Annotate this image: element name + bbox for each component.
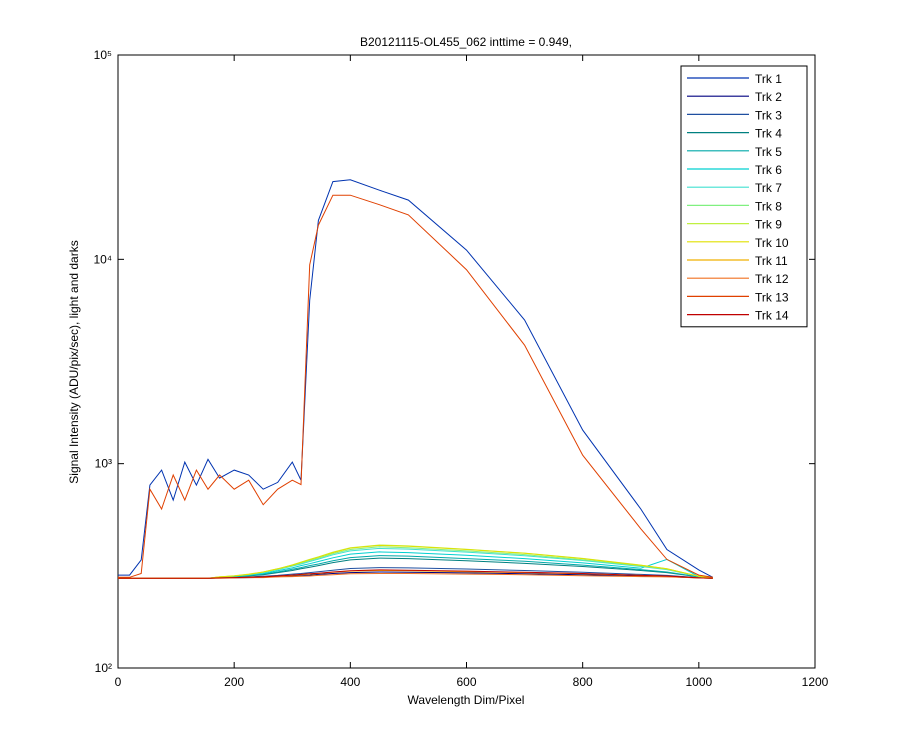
legend-label: Trk 5: [755, 145, 782, 159]
legend-label: Trk 6: [755, 163, 782, 177]
x-tick-label: 1200: [802, 675, 829, 689]
legend-label: Trk 1: [755, 72, 782, 86]
series-line: [118, 179, 714, 578]
series-line: [118, 194, 713, 578]
legend-box: [680, 65, 808, 328]
y-tick-label: 10³: [95, 457, 112, 471]
x-axis-label: Wavelength Dim/Pixel: [408, 693, 525, 707]
legend-label: Trk 10: [755, 236, 789, 250]
x-tick-label: 1000: [685, 675, 712, 689]
legend-label: Trk 7: [755, 181, 782, 195]
legend: Trk 1 Trk 2 Trk 3 Trk 4 Trk 5 Trk 6 Trk 7 Trk 8…: [680, 65, 808, 328]
legend-label: Trk 11: [755, 254, 788, 268]
y-tick-label: 10²: [95, 661, 112, 675]
x-tick-label: 800: [573, 675, 593, 689]
legend-label: Trk 12: [755, 272, 789, 286]
x-tick-label: 600: [456, 675, 476, 689]
x-tick-label: 200: [224, 675, 244, 689]
legend-label: Trk 3: [755, 108, 782, 122]
legend-label: Trk 13: [755, 290, 789, 304]
legend-label: Trk 2: [755, 90, 782, 104]
legend-label: Trk 4: [755, 127, 782, 141]
y-tick-label: 10⁴: [93, 252, 112, 266]
y-tick-label: 10⁵: [94, 48, 112, 62]
legend-label: Trk 9: [755, 218, 782, 232]
x-tick-label: 400: [340, 675, 360, 689]
legend-label: Trk 14: [755, 309, 789, 323]
y-axis-label: Signal Intensity (ADU/pix/sec), light an…: [67, 240, 81, 483]
chart-title: B20121115-OL455_062 inttime = 0.949,: [360, 35, 572, 49]
series-line: [118, 569, 713, 579]
x-tick-label: 0: [115, 675, 122, 689]
legend-label: Trk 8: [755, 199, 782, 213]
